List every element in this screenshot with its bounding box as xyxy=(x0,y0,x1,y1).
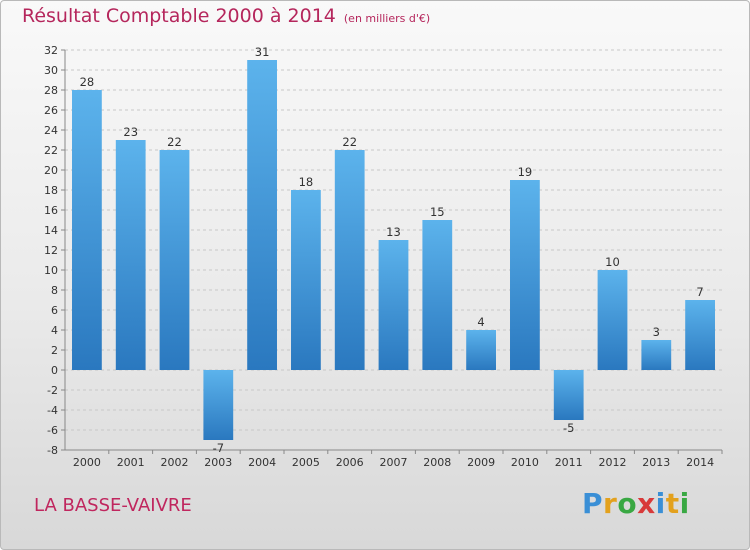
unit-note: (en milliers d'€) xyxy=(343,12,431,25)
x-tick-label-2012: 2012 xyxy=(599,456,627,469)
y-tick-label: -6 xyxy=(47,424,58,437)
bar-2009 xyxy=(466,330,496,370)
data-label-2002: 22 xyxy=(167,135,182,149)
y-tick-label: 28 xyxy=(44,84,58,97)
x-tick-label-2011: 2011 xyxy=(555,456,583,469)
x-tick-label-2014: 2014 xyxy=(686,456,714,469)
data-label-2000: 28 xyxy=(80,75,95,89)
bar-layer xyxy=(72,60,715,440)
data-label-2009: 4 xyxy=(477,315,484,329)
logo-letter: x xyxy=(637,487,656,520)
logo-letter: r xyxy=(603,487,618,520)
data-label-2001: 23 xyxy=(123,125,138,139)
data-label-2008: 15 xyxy=(430,205,445,219)
bar-2011 xyxy=(553,370,584,420)
y-tick-label: 2 xyxy=(51,344,58,357)
x-tick-label-2004: 2004 xyxy=(248,456,276,469)
y-tick-label: -8 xyxy=(47,444,58,457)
data-label-2004: 31 xyxy=(255,45,270,59)
x-tick-label-2008: 2008 xyxy=(423,456,451,469)
bar-2010 xyxy=(510,180,540,370)
logo-letter: P xyxy=(582,487,604,520)
data-label-2005: 18 xyxy=(299,175,314,189)
x-tick-label-2000: 2000 xyxy=(73,456,101,469)
y-tick-label: 0 xyxy=(51,364,58,377)
data-label-2010: 19 xyxy=(518,165,533,179)
proxiti-logo[interactable]: Proxiti xyxy=(582,487,690,520)
bar-2013 xyxy=(641,340,672,370)
data-label-2007: 13 xyxy=(386,225,401,239)
x-tick-label-2006: 2006 xyxy=(336,456,364,469)
bar-2005 xyxy=(291,190,321,370)
x-tick-label-2005: 2005 xyxy=(292,456,320,469)
x-tick-label-2009: 2009 xyxy=(467,456,495,469)
chart-title-block: Résultat Comptable 2000 à 2014 (en millie… xyxy=(22,5,430,27)
y-tick-label: 4 xyxy=(51,324,58,337)
y-tick-label: 26 xyxy=(44,104,58,117)
y-tick-label: 16 xyxy=(44,204,58,217)
y-tick-label: 22 xyxy=(44,144,58,157)
logo-letter: o xyxy=(617,487,638,520)
logo-letter: i xyxy=(655,487,666,520)
y-tick-label: 8 xyxy=(51,284,58,297)
y-tick-label: 32 xyxy=(44,44,58,57)
data-label-2013: 3 xyxy=(653,325,660,339)
bar-2014 xyxy=(685,300,715,370)
y-tick-label: 24 xyxy=(44,124,58,137)
logo-letter: i xyxy=(679,487,690,520)
bar-2002 xyxy=(159,150,190,370)
data-label-2006: 22 xyxy=(342,135,357,149)
bar-2008 xyxy=(422,220,453,370)
x-tick-label-2010: 2010 xyxy=(511,456,539,469)
y-tick-label: 10 xyxy=(44,264,58,277)
bar-2001 xyxy=(115,140,146,370)
bar-2007 xyxy=(378,240,409,370)
bar-2012 xyxy=(597,270,628,370)
x-tick-label-2003: 2003 xyxy=(204,456,232,469)
x-tick-label-2001: 2001 xyxy=(117,456,145,469)
chart-title: Résultat Comptable 2000 à 2014 xyxy=(22,5,336,27)
bar-2000 xyxy=(72,90,102,370)
y-tick-label: 6 xyxy=(51,304,58,317)
y-tick-label: 14 xyxy=(44,224,58,237)
data-label-2003: -7 xyxy=(213,441,224,455)
x-tick-label-2002: 2002 xyxy=(161,456,189,469)
bar-2004 xyxy=(247,60,277,370)
label-layer: 2000 28 2001 23 2002 22 2003-7 2004 31 2005 18 2006… xyxy=(73,45,714,469)
y-tick-label: -2 xyxy=(47,384,58,397)
data-label-2012: 10 xyxy=(605,255,620,269)
y-tick-label: 30 xyxy=(44,64,58,77)
y-tick-label: 12 xyxy=(44,244,58,257)
x-tick-label-2007: 2007 xyxy=(380,456,408,469)
bar-2006 xyxy=(334,150,365,370)
commune-name: LA BASSE-VAIVRE xyxy=(34,495,192,516)
logo-letter: t xyxy=(665,487,680,520)
y-tick-label: 18 xyxy=(44,184,58,197)
y-tick-label: -4 xyxy=(47,404,58,417)
bar-2003 xyxy=(203,370,234,440)
x-tick-label-2013: 2013 xyxy=(642,456,670,469)
y-tick-label: 20 xyxy=(44,164,58,177)
data-label-2011: -5 xyxy=(563,421,574,435)
data-label-2014: 7 xyxy=(696,285,703,299)
